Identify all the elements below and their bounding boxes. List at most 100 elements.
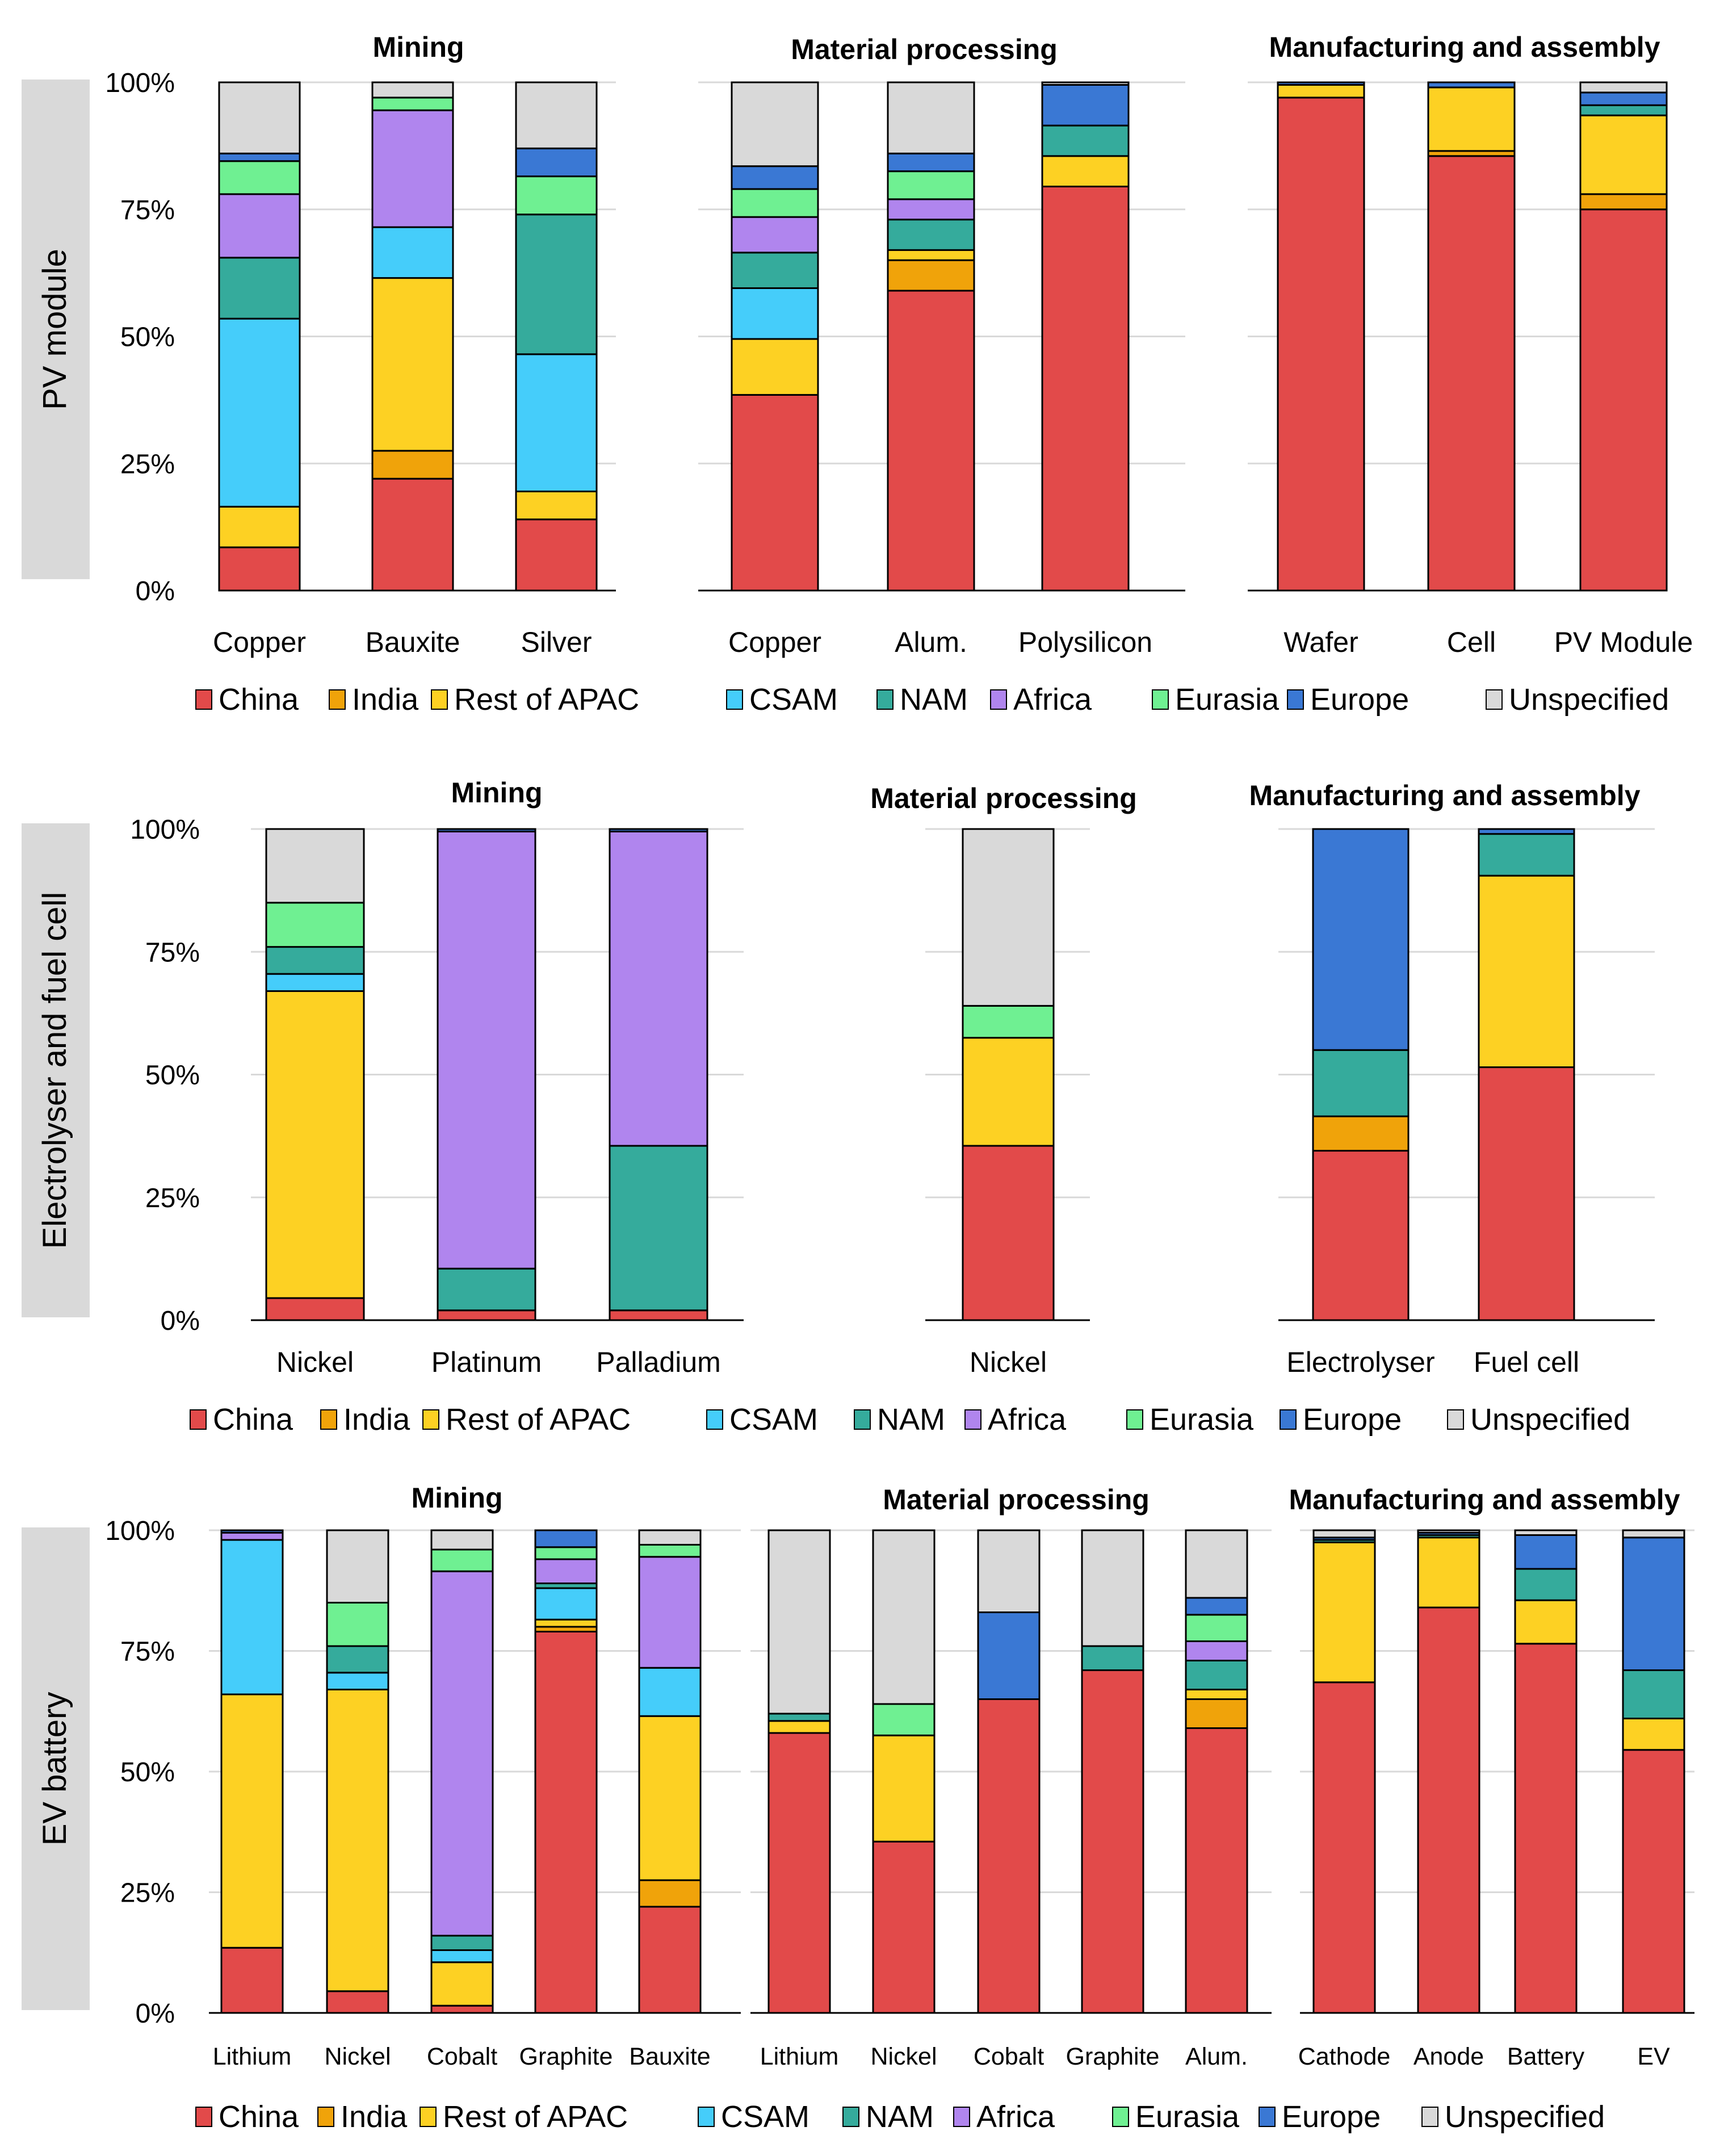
panel-title: Material processing: [791, 34, 1058, 65]
row-label-box: [22, 1527, 90, 2010]
bar-segment-nickel-rest-of-apac: [265, 990, 365, 1299]
bar-segment-copper-china: [731, 393, 819, 592]
bar-segment-ev-rest-of-apac: [1622, 1718, 1685, 1751]
category-label: Battery: [1507, 2043, 1585, 2070]
legend-swatch-europe: [1259, 2107, 1276, 2127]
bar-segment-fuel-cell-nam: [1478, 833, 1575, 877]
bar-segment-alum-china: [887, 290, 975, 592]
panel-manufacturing-and-assembly: Manufacturing and assembly Cathode Anode Ba…: [1289, 1484, 1694, 2070]
legend-swatch-europe: [1280, 1409, 1297, 1430]
bar-segment-platinum-africa: [437, 830, 536, 1270]
legend-label: Unspecified: [1445, 2100, 1605, 2134]
category-label: Graphite: [519, 2043, 613, 2070]
bar-segment-nickel-rest-of-apac: [326, 1689, 389, 1992]
bar-segment-silver-csam: [515, 353, 598, 492]
bar-segment-nickel-unspecified: [872, 1529, 936, 1705]
category-label: Nickel: [324, 2043, 391, 2070]
bar-segment-lithium-europe: [220, 1529, 284, 1534]
category-label: Cathode: [1298, 2043, 1391, 2070]
bar-segment-silver-china: [515, 518, 598, 592]
y-tick-label: 100%: [105, 1516, 175, 1546]
legend-swatch-china: [195, 689, 212, 710]
bar-segment-pv-module-china: [1579, 208, 1668, 592]
legend-swatch-csam: [726, 689, 743, 710]
bar-segment-platinum-china: [437, 1309, 536, 1321]
legend-swatch-india: [317, 2107, 334, 2127]
category-label: Platinum: [431, 1346, 542, 1378]
bar-segment-alum-eurasia: [887, 170, 975, 200]
bar-segment-alum-europe: [1185, 1597, 1248, 1616]
bar-segment-electrolyser-india: [1312, 1115, 1410, 1152]
bar-segment-ev-europe: [1622, 1537, 1685, 1671]
y-tick-label: 100%: [105, 68, 175, 98]
row-label: Electrolyser and fuel cell: [36, 892, 73, 1249]
legend-swatch-china: [190, 1409, 207, 1430]
legend-swatch-india: [320, 1409, 337, 1430]
bar-segment-nickel-nam: [326, 1645, 389, 1674]
bar-segment-copper-nam: [731, 252, 819, 289]
bar-segment-cobalt-csam: [430, 1949, 494, 1964]
bar-segment-silver-europe: [515, 147, 598, 178]
category-label: Cell: [1447, 626, 1496, 658]
bar-segment-alum-nam: [1185, 1660, 1248, 1690]
legend-swatch-africa: [953, 2107, 970, 2127]
bar-segment-cell-china: [1427, 155, 1516, 592]
bar-segment-cobalt-africa: [430, 1570, 494, 1937]
bar-segment-copper-rest-of-apac: [218, 505, 301, 549]
legend-swatch-rest-of-apac: [422, 1409, 439, 1430]
bar-segment-nickel-china: [265, 1297, 365, 1321]
bar-segment-copper-africa: [731, 216, 819, 254]
bar-segment-pv-module-europe: [1579, 91, 1668, 106]
legend-swatch-nam: [876, 689, 894, 710]
bar-segment-copper-csam: [218, 317, 301, 508]
legend-swatch-csam: [706, 1409, 723, 1430]
category-label: Fuel cell: [1474, 1346, 1579, 1378]
panel-material-processing: Material processing Nickel: [870, 782, 1137, 1378]
bar-segment-alum-rest-of-apac: [887, 249, 975, 261]
category-label: Anode: [1413, 2043, 1484, 2070]
legend-label: CSAM: [721, 2100, 809, 2134]
category-label: Cobalt: [974, 2043, 1044, 2070]
legend-label: China: [213, 1403, 293, 1437]
bar-segment-graphite-eurasia: [534, 1546, 598, 1560]
legend-label: Rest of APAC: [443, 2100, 628, 2134]
bar-segment-cobalt-china: [430, 2004, 494, 2014]
bar-segment-platinum-europe: [437, 828, 536, 832]
bar-segment-copper-rest-of-apac: [731, 338, 819, 396]
panel-manufacturing-and-assembly: Manufacturing and assembly Electrolyser Fu…: [1249, 780, 1655, 1378]
bar-segment-cobalt-china: [977, 1698, 1041, 2014]
category-label: PV Module: [1554, 626, 1693, 658]
category-label: Copper: [213, 626, 306, 658]
legend-swatch-rest-of-apac: [420, 2107, 437, 2127]
category-label: Alum.: [1185, 2043, 1248, 2070]
bar-segment-palladium-europe: [609, 828, 708, 832]
y-tick-label: 50%: [120, 323, 175, 353]
legend-label: China: [219, 2100, 299, 2134]
bar-segment-copper-eurasia: [218, 160, 301, 195]
bar-segment-pv-module-nam: [1579, 104, 1668, 116]
bar-segment-nickel-rest-of-apac: [962, 1037, 1055, 1147]
legend-label: NAM: [866, 2100, 934, 2134]
y-tick-label: 75%: [145, 937, 200, 968]
row-label-box: [22, 823, 90, 1317]
bar-segment-graphite-rest-of-apac: [534, 1618, 598, 1628]
bar-segment-copper-africa: [218, 193, 301, 259]
bar-segment-copper-csam: [731, 287, 819, 340]
legend-swatch-csam: [698, 2107, 715, 2127]
bar-segment-palladium-china: [609, 1309, 708, 1321]
bar-segment-graphite-unspecified: [1081, 1529, 1144, 1647]
bar-segment-fuel-cell-europe: [1478, 828, 1575, 835]
category-label: Alum.: [895, 626, 967, 658]
bar-segment-copper-nam: [218, 257, 301, 320]
bar-segment-nickel-nam: [265, 946, 365, 975]
bar-segment-lithium-africa: [220, 1531, 284, 1541]
bar-segment-cell-europe: [1427, 81, 1516, 89]
legend-label: Africa: [1013, 683, 1092, 717]
panel-title: Mining: [411, 1482, 502, 1514]
category-label: Graphite: [1066, 2043, 1160, 2070]
bar-segment-nickel-eurasia: [265, 902, 365, 948]
bar-segment-battery-europe: [1514, 1534, 1578, 1570]
legend-label: Eurasia: [1135, 2100, 1240, 2134]
panel-title: Manufacturing and assembly: [1289, 1484, 1680, 1516]
bar-segment-copper-china: [218, 546, 301, 592]
